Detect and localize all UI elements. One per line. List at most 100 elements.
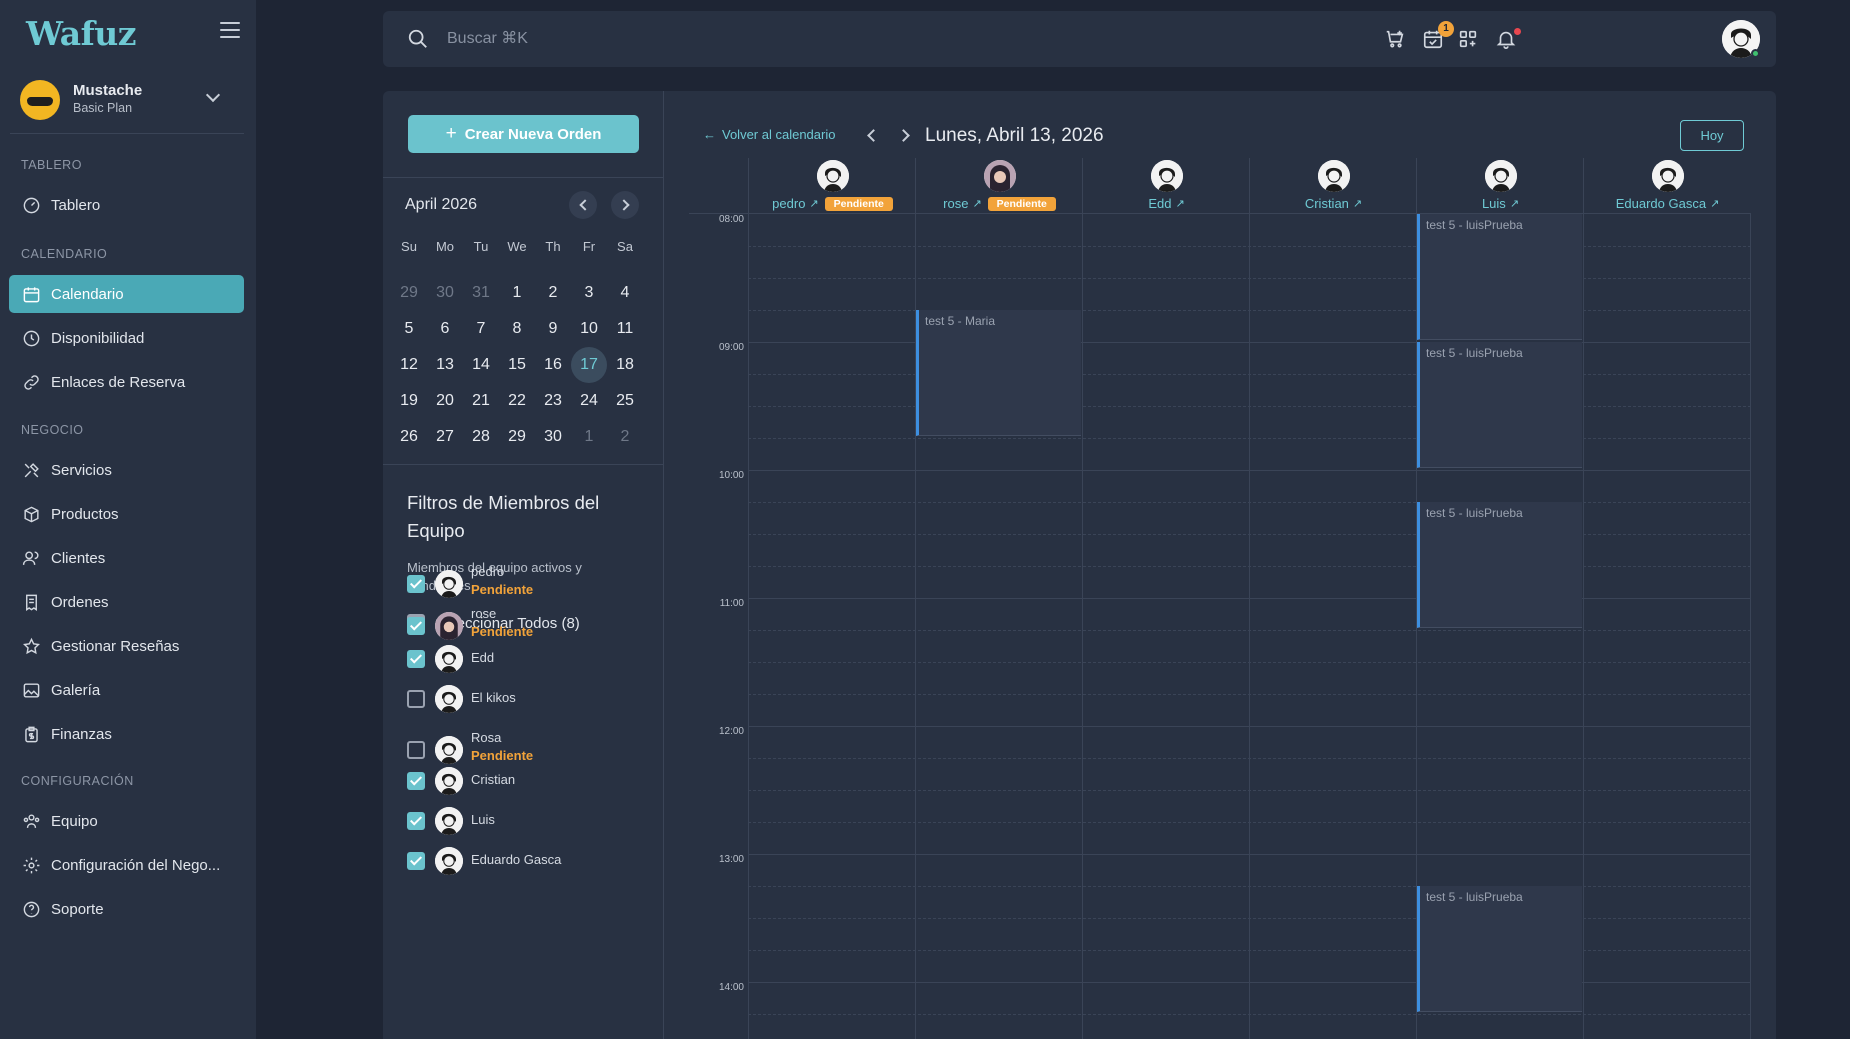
mini-calendar-day[interactable]: 31: [472, 284, 490, 301]
mini-calendar-day[interactable]: 25: [616, 392, 634, 409]
create-order-button[interactable]: + Crear Nueva Orden: [408, 115, 639, 153]
member-checkbox[interactable]: [407, 617, 425, 635]
mini-calendar-day[interactable]: 7: [476, 320, 486, 337]
calendar-event[interactable]: test 5 - Maria: [916, 310, 1081, 436]
member-checkbox[interactable]: [407, 812, 425, 830]
calendar-event[interactable]: test 5 - luisPrueba: [1417, 214, 1582, 340]
member-filter-luis[interactable]: Luis: [407, 807, 647, 848]
apps-icon[interactable]: [1457, 28, 1481, 52]
mini-calendar-day[interactable]: 6: [440, 320, 450, 337]
member-filter-edd[interactable]: Edd: [407, 645, 647, 686]
mini-calendar-day[interactable]: 30: [436, 284, 454, 301]
mini-calendar-day[interactable]: 1: [512, 284, 522, 301]
member-filter-eduardo-gasca[interactable]: Eduardo Gasca: [407, 847, 647, 888]
mini-calendar-day[interactable]: 4: [620, 284, 630, 301]
menu-icon[interactable]: [220, 22, 240, 40]
next-day-chevron-icon[interactable]: [897, 129, 910, 142]
mini-calendar-day[interactable]: 19: [400, 392, 418, 409]
sidebar-item-gestionar-resenas[interactable]: Gestionar Reseñas: [9, 627, 244, 665]
sidebar-item-disponibilidad[interactable]: Disponibilidad: [9, 319, 244, 357]
mini-calendar-day[interactable]: 20: [436, 392, 454, 409]
mini-calendar-day[interactable]: 1: [584, 428, 594, 445]
user-avatar[interactable]: [1722, 20, 1760, 58]
account-switcher[interactable]: Mustache Basic Plan: [10, 68, 244, 134]
member-checkbox[interactable]: [407, 575, 425, 593]
sidebar-item-tablero[interactable]: Tablero: [9, 186, 244, 224]
member-filter-rosa[interactable]: Rosa Pendiente: [407, 730, 647, 768]
sidebar-item-finanzas[interactable]: Finanzas: [9, 715, 244, 753]
search-icon[interactable]: [407, 28, 429, 50]
mini-calendar-day[interactable]: 13: [436, 356, 454, 373]
external-link-icon[interactable]: ↗: [1509, 198, 1520, 210]
mini-calendar-day[interactable]: 22: [508, 392, 526, 409]
mini-calendar-day[interactable]: 11: [616, 320, 634, 337]
mini-calendar-day[interactable]: 2: [620, 428, 630, 445]
mini-calendar-day[interactable]: 17: [571, 347, 607, 383]
column-member-link[interactable]: rose: [943, 196, 969, 211]
prev-month-button[interactable]: [569, 191, 597, 219]
chevron-down-icon[interactable]: [205, 87, 221, 103]
mini-calendar-day[interactable]: 8: [512, 320, 522, 337]
mini-calendar-day[interactable]: 30: [544, 428, 562, 445]
member-checkbox[interactable]: [407, 852, 425, 870]
external-link-icon[interactable]: ↗: [1710, 198, 1720, 210]
external-link-icon[interactable]: ↗: [1175, 198, 1185, 210]
brand-logo[interactable]: Wafuz: [26, 14, 137, 53]
member-filter-cristian[interactable]: Cristian: [407, 767, 647, 808]
sidebar-item-equipo[interactable]: Equipo: [9, 802, 244, 840]
sidebar-item-soporte[interactable]: Soporte: [9, 890, 244, 928]
cart-icon[interactable]: [1384, 28, 1408, 52]
external-link-icon[interactable]: ↗: [1352, 198, 1363, 210]
mini-calendar-day[interactable]: 3: [584, 284, 594, 301]
column-member-link[interactable]: pedro: [772, 196, 806, 211]
mini-calendar-day[interactable]: 21: [472, 392, 490, 409]
mini-calendar-day[interactable]: 23: [544, 392, 562, 409]
member-checkbox[interactable]: [407, 650, 425, 668]
mini-calendar-day[interactable]: 18: [616, 356, 634, 373]
grid-body[interactable]: test 5 - Maria test 5 - luisPrueba test 5 …: [748, 214, 1751, 1039]
today-button[interactable]: Hoy: [1680, 120, 1744, 151]
sidebar-item-enlaces-de-reserva[interactable]: Enlaces de Reserva: [9, 363, 244, 401]
mini-calendar-day[interactable]: 9: [548, 320, 558, 337]
calendar-event[interactable]: test 5 - luisPrueba: [1417, 502, 1582, 628]
sidebar-item-configuracion-del-nego[interactable]: Configuración del Nego...: [9, 846, 244, 884]
mini-calendar-day[interactable]: 27: [436, 428, 454, 445]
mini-calendar-day[interactable]: 12: [400, 356, 418, 373]
column-member-link[interactable]: Cristian: [1304, 196, 1349, 211]
mini-calendar-day[interactable]: 2: [548, 284, 558, 301]
prev-day-chevron-icon[interactable]: [867, 129, 880, 142]
external-link-icon[interactable]: ↗: [809, 198, 819, 210]
calendar-event[interactable]: test 5 - luisPrueba: [1417, 342, 1582, 468]
mini-calendar-day[interactable]: 29: [508, 428, 526, 445]
mini-calendar-day[interactable]: 10: [580, 320, 598, 337]
bell-icon[interactable]: [1495, 28, 1521, 52]
member-checkbox[interactable]: [407, 690, 425, 708]
calendar-check-icon[interactable]: 1: [1422, 21, 1454, 52]
column-member-link[interactable]: Edd: [1148, 196, 1172, 211]
sidebar-item-galeria[interactable]: Galería: [9, 671, 244, 709]
member-filter-rose[interactable]: rose Pendiente: [407, 606, 647, 644]
member-checkbox[interactable]: [407, 741, 425, 759]
sidebar-item-productos[interactable]: Productos: [9, 495, 244, 533]
mini-calendar-day[interactable]: 16: [544, 356, 562, 373]
mini-calendar-day[interactable]: 14: [472, 356, 490, 373]
calendar-event[interactable]: test 5 - luisPrueba: [1417, 886, 1582, 1012]
sidebar-item-calendario[interactable]: Calendario: [9, 275, 244, 313]
back-to-calendar-link[interactable]: ← Volver al calendario: [703, 127, 835, 142]
member-filter-el-kikos[interactable]: El kikos: [407, 685, 647, 726]
mini-calendar-day[interactable]: 24: [580, 392, 598, 409]
mini-calendar-day[interactable]: 15: [508, 356, 526, 373]
external-link-icon[interactable]: ↗: [972, 198, 982, 210]
mini-calendar-day[interactable]: 5: [404, 320, 414, 337]
sidebar-item-servicios[interactable]: Servicios: [9, 451, 244, 489]
sidebar-item-ordenes[interactable]: Ordenes: [9, 583, 244, 621]
member-filter-pedro[interactable]: pedro Pendiente: [407, 564, 647, 602]
mini-calendar-day[interactable]: 29: [400, 284, 418, 301]
member-checkbox[interactable]: [407, 772, 425, 790]
next-month-button[interactable]: [611, 191, 639, 219]
search-input[interactable]: [447, 28, 847, 50]
mini-calendar-day[interactable]: 26: [400, 428, 418, 445]
column-member-link[interactable]: Eduardo Gasca: [1615, 196, 1707, 211]
mini-calendar-day[interactable]: 28: [472, 428, 490, 445]
column-member-link[interactable]: Luis: [1481, 196, 1506, 211]
